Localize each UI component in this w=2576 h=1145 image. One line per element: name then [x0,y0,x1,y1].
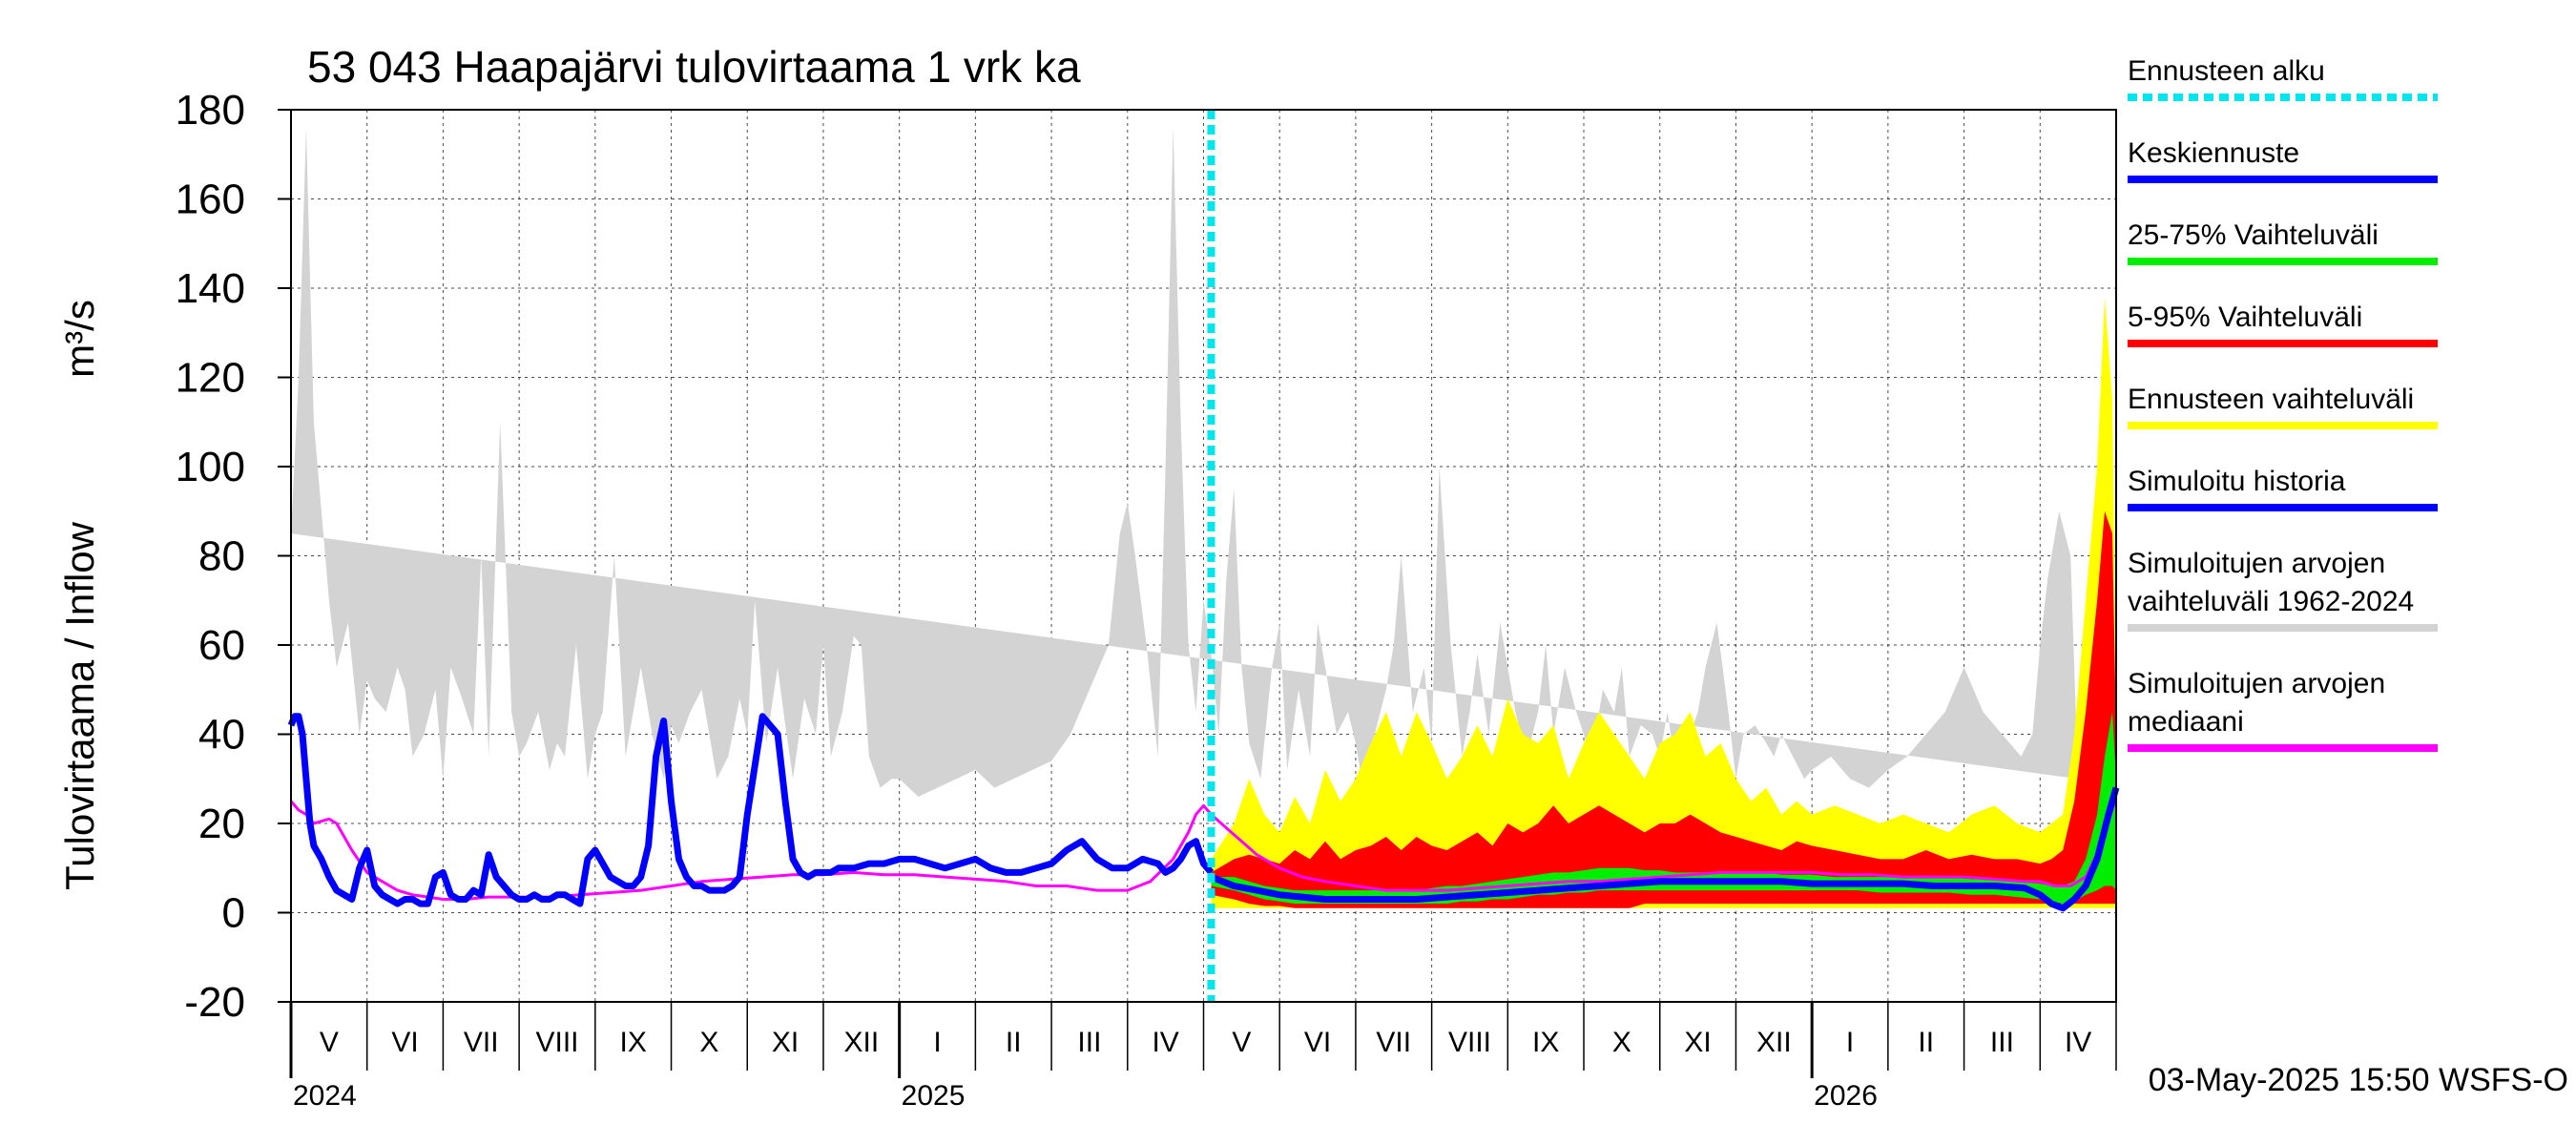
p5-95-band [1211,510,2116,908]
legend-label-line: Simuloitujen arvojen [2128,668,2385,699]
month-label: VII [464,1027,499,1058]
y-axis-unit: m³/s [57,300,102,378]
timestamp: 03-May-2025 15:50 WSFS-O [2149,1062,2568,1098]
legend-label-line: Ennusteen alku [2128,55,2325,87]
y-tick-label: 140 [176,265,245,312]
forecast-range-band [1211,297,2116,908]
y-tick-label: 0 [222,890,245,937]
mean-forecast-line [1210,786,2120,912]
y-tick-label: 160 [176,177,245,223]
year-label: 2025 [902,1080,966,1112]
y-tick-label: 40 [198,712,245,759]
month-label: XII [1756,1027,1792,1058]
legend-label: Simuloitu historia [2128,466,2346,497]
y-tick-label: 80 [198,533,245,580]
month-label: I [1846,1027,1854,1058]
month-label: X [699,1027,718,1058]
year-label: 2026 [1814,1080,1878,1112]
y-tick-label: 180 [176,87,245,134]
legend-label: 25-75% Vaihteluväli [2128,219,2379,251]
x-axis: V VI VII VIII IX X XI XII I II III IV V VI VII VIII IX X X… [289,1002,2117,1112]
legend-label-line: Simuloitu historia [2128,466,2346,497]
month-label: IX [620,1027,647,1058]
legend-label-line: 25-75% Vaihteluväli [2128,219,2379,251]
legend-label: Ennusteen vaihteluväli [2128,384,2414,415]
month-label: VIII [1448,1027,1491,1058]
legend-label-line: Simuloitujen arvojen [2128,548,2385,579]
month-label: VI [1304,1027,1331,1058]
legend-label: Ennusteen alku [2128,55,2325,87]
month-label: III [1077,1027,1101,1058]
month-label: V [320,1027,339,1058]
y-axis: -20 0 20 40 60 80 100 120 140 160 180 [176,87,291,1026]
y-tick-label: 60 [198,622,245,669]
month-label: X [1612,1027,1631,1058]
legend-label-line: vaihteluväli 1962-2024 [2128,586,2414,617]
month-label: IV [2065,1027,2091,1058]
year-label: 2024 [293,1080,357,1112]
month-label: I [933,1027,941,1058]
legend-label-line: Keskiennuste [2128,137,2299,169]
month-label: XII [843,1027,879,1058]
y-axis-label: Tulovirtaama / Inflow [57,521,102,890]
month-label: VII [1376,1027,1411,1058]
legend-label: Simuloitujen arvojen mediaani [2128,668,2385,738]
month-label: II [1006,1027,1022,1058]
y-tick-label: 120 [176,355,245,402]
legend-label-line: mediaani [2128,706,2244,738]
legend-label-line: 5-95% Vaihteluväli [2128,302,2362,333]
y-tick-label: 100 [176,444,245,490]
month-label: V [1232,1027,1251,1058]
legend-label: Keskiennuste [2128,137,2299,169]
month-label: IX [1532,1027,1559,1058]
legend-label: Simuloitujen arvojen vaihteluväli 1962-20… [2128,548,2414,617]
legend: Ennusteen alku Keskiennuste 25-75% Vaihtel… [2128,55,2438,752]
month-label: VIII [535,1027,578,1058]
chart-title: 53 043 Haapajärvi tulovirtaama 1 vrk ka [307,42,1081,92]
month-label: III [1990,1027,2014,1058]
y-tick-label: 20 [198,801,245,847]
month-label: II [1918,1027,1934,1058]
legend-label: 5-95% Vaihteluväli [2128,302,2362,333]
simulated-history-line [287,713,1215,907]
p25-75-band [1211,712,2116,905]
month-label: IV [1152,1027,1178,1058]
month-label: XI [772,1027,799,1058]
legend-label-line: Ennusteen vaihteluväli [2128,384,2414,415]
historical-range-band [291,127,2079,797]
month-label: XI [1684,1027,1711,1058]
y-tick-label: -20 [184,979,245,1026]
series-layer [287,127,2120,912]
month-label: VI [391,1027,418,1058]
